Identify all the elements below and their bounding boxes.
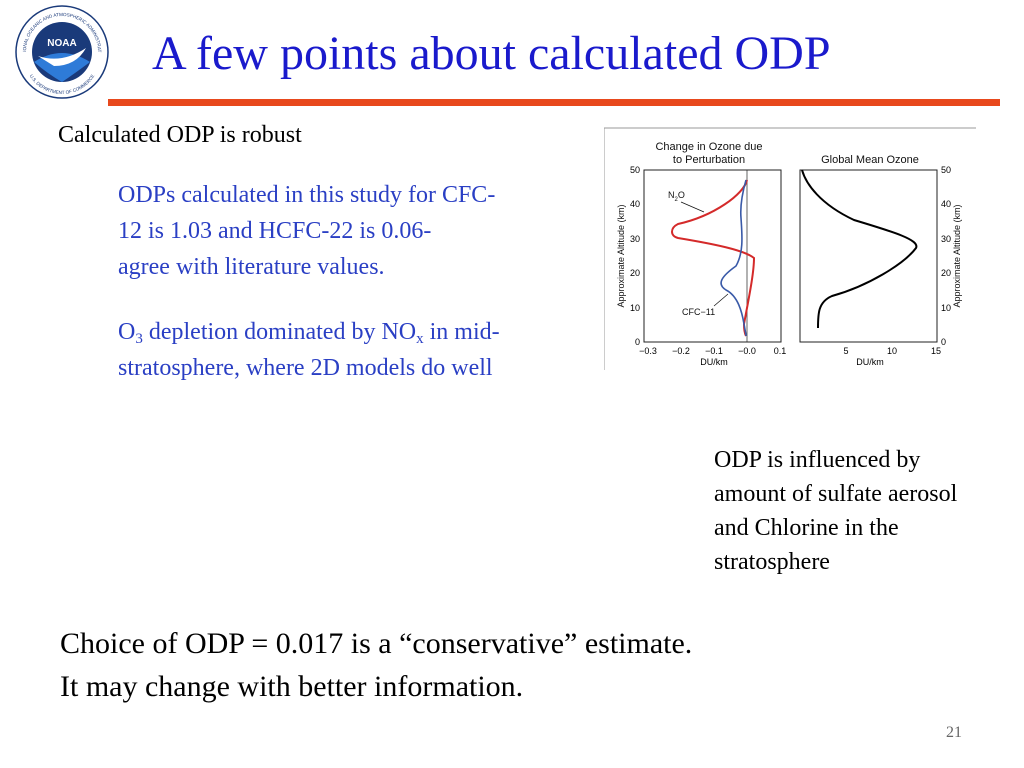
para1-line: ODPs calculated in this study for CFC- (118, 182, 496, 208)
ozone-profile-figure: Change in Ozone due to Perturbation Appr… (604, 127, 976, 370)
ytick-label: 10 (630, 303, 640, 313)
ytick-label: 0 (635, 337, 640, 347)
left-panel-title: Change in Ozone due (655, 141, 762, 153)
robust-heading: Calculated ODP is robust (58, 122, 302, 148)
xtick-label: −0.1 (705, 346, 723, 356)
note-line: stratosphere (714, 549, 830, 575)
title-underline (108, 99, 1000, 106)
cfc11-series-line (720, 179, 747, 337)
n2o-leader (680, 201, 705, 213)
right-yticks: 0 10 20 30 40 50 (941, 165, 951, 347)
xtick-label: 5 (843, 346, 848, 356)
ytick-label: 0 (941, 337, 946, 347)
choice-line: It may change with better information. (60, 670, 524, 703)
note-line: and Chlorine in the (714, 515, 899, 541)
ytick-label: 20 (941, 268, 951, 278)
note-line: amount of sulfate aerosol (714, 481, 958, 507)
xtick-label: −0.0 (738, 346, 756, 356)
left-panel-title: to Perturbation (673, 154, 745, 166)
odp-influence-note: ODP is influenced by amount of sulfate a… (714, 443, 1014, 579)
o3-depletion-paragraph: O3 depletion dominated by NOx in mid- st… (118, 314, 568, 386)
left-panel-xlabel: DU/km (700, 357, 728, 367)
ytick-label: 10 (941, 303, 951, 313)
choice-line: Choice of ODP = 0.017 is a “conservative… (60, 627, 693, 660)
left-panel-frame (643, 169, 782, 343)
global-ozone-line (801, 169, 918, 329)
right-xticks: 5 10 15 (843, 346, 941, 356)
xtick-label: 15 (931, 346, 941, 356)
right-panel-frame (799, 169, 938, 343)
left-xticks: −0.3 −0.2 −0.1 −0.0 0.1 (639, 346, 786, 356)
page-number: 21 (946, 724, 962, 741)
left-yticks: 0 10 20 30 40 50 (630, 165, 640, 347)
para2-line1: O3 depletion dominated by NOx in mid- (118, 319, 500, 347)
xtick-label: 10 (887, 346, 897, 356)
n2o-label: N2O (668, 190, 685, 203)
left-panel-ylabel: Approximate Altitude (km) (616, 204, 626, 307)
para2-line2: stratosphere, where 2D models do well (118, 355, 493, 381)
right-panel-xlabel: DU/km (856, 357, 884, 367)
ytick-label: 20 (630, 268, 640, 278)
para1-line: 12 is 1.03 and HCFC-22 is 0.06- (118, 218, 432, 244)
right-panel-ylabel: Approximate Altitude (km) (952, 204, 962, 307)
noaa-logo: NOAA NATIONAL OCEANIC AND ATMOSPHERIC AD… (14, 4, 109, 99)
ytick-label: 50 (941, 165, 951, 175)
ytick-label: 40 (941, 199, 951, 209)
right-panel-title: Global Mean Ozone (821, 154, 919, 166)
xtick-label: 0.1 (774, 346, 787, 356)
xtick-label: −0.3 (639, 346, 657, 356)
ytick-label: 40 (630, 199, 640, 209)
cfc11-label: CFC−11 (682, 307, 715, 317)
odp-choice-statement: Choice of ODP = 0.017 is a “conservative… (60, 622, 960, 708)
para1-line: agree with literature values. (118, 254, 385, 280)
odp-values-paragraph: ODPs calculated in this study for CFC- 1… (118, 177, 568, 285)
ytick-label: 30 (941, 234, 951, 244)
slide-title: A few points about calculated ODP (152, 27, 831, 80)
logo-center-text: NOAA (47, 38, 76, 49)
ytick-label: 50 (630, 165, 640, 175)
cfc11-leader (713, 293, 729, 307)
ytick-label: 30 (630, 234, 640, 244)
note-line: ODP is influenced by (714, 447, 921, 473)
xtick-label: −0.2 (672, 346, 690, 356)
